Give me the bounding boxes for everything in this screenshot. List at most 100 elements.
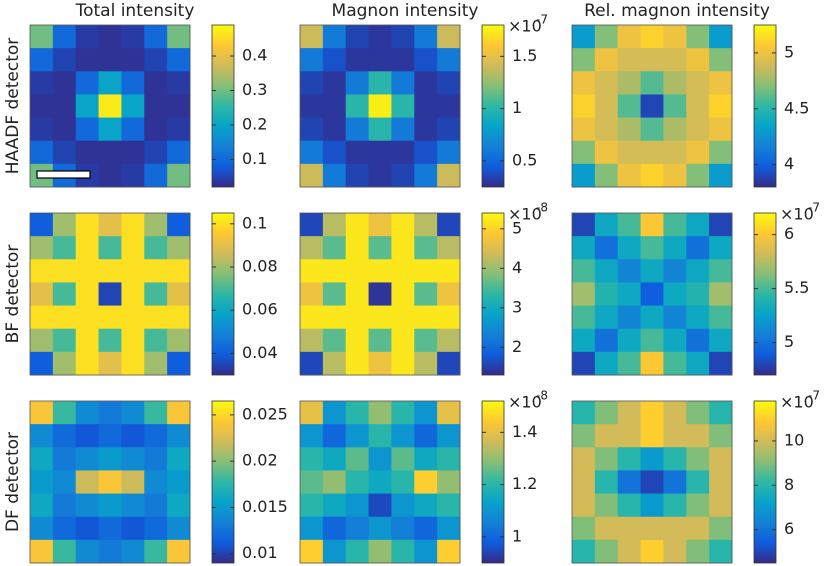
plot-frame — [29, 24, 191, 188]
heatmap-cell — [167, 236, 191, 260]
heatmap-cell — [640, 447, 664, 471]
heatmap-cell — [52, 140, 77, 165]
heatmap-cell — [98, 424, 122, 448]
heatmap-cell — [368, 328, 392, 353]
heatmap-cell — [663, 140, 687, 165]
heatmap-cell — [345, 163, 370, 188]
colorbar — [753, 212, 777, 376]
heatmap-cell — [98, 117, 122, 142]
heatmap-cell — [345, 539, 370, 564]
heatmap-cell — [75, 470, 100, 495]
heatmap-cell — [345, 493, 370, 518]
heatmap-cell — [368, 48, 392, 72]
heatmap-cell — [121, 470, 145, 495]
column-title: Rel. magnon intensity — [584, 1, 770, 21]
heatmap-cell — [437, 328, 461, 353]
heatmap-cell — [391, 424, 415, 448]
heatmap-cell — [640, 117, 664, 142]
plot-frame — [29, 212, 191, 376]
heatmap-cell — [414, 328, 438, 353]
heatmap-cell — [30, 140, 54, 165]
heatmap-cell — [572, 163, 596, 188]
heatmap-cell — [30, 259, 54, 283]
heatmap-cell — [121, 236, 145, 260]
heatmap-cell — [52, 539, 77, 564]
heatmap-cell — [572, 213, 596, 237]
heatmap-cell — [709, 236, 733, 260]
heatmap-cell — [686, 351, 710, 376]
heatmap-cell — [52, 236, 77, 260]
heatmap-cell — [52, 424, 77, 448]
heatmap-cell — [437, 424, 461, 448]
heatmap-cell — [167, 516, 191, 541]
heatmap-cell — [391, 305, 415, 330]
heatmap-cell — [594, 447, 619, 471]
heatmap-cell — [686, 305, 710, 330]
heatmap-cell — [30, 539, 54, 564]
heatmap-cell — [663, 447, 687, 471]
heatmap-cell — [686, 163, 710, 188]
heatmap-cell — [322, 351, 347, 376]
heatmap-cell — [686, 71, 710, 95]
heatmap-cell — [30, 236, 54, 260]
colorbar — [211, 24, 235, 188]
heatmap-cell — [322, 140, 347, 165]
colorbar — [753, 24, 777, 188]
heatmap-cell — [437, 516, 461, 541]
heatmap-cell — [75, 493, 100, 518]
heatmap-cell — [414, 94, 438, 119]
heatmap-cell — [167, 117, 191, 142]
heatmap-cell — [300, 282, 324, 307]
heatmap-cell — [640, 259, 664, 283]
heatmap-cell — [686, 25, 710, 49]
heatmap-cell — [98, 140, 122, 165]
heatmap-cell — [368, 213, 392, 237]
colorbar-tick-label: 5 — [784, 42, 794, 61]
heatmap-cell — [368, 401, 392, 425]
heatmap-cell — [709, 305, 733, 330]
colorbar-tick-label: 0.3 — [242, 80, 267, 99]
heatmap-cell — [640, 213, 664, 237]
heatmap-cell — [121, 117, 145, 142]
heatmap-cell — [414, 140, 438, 165]
colorbar-tick-label: 0.02 — [242, 451, 278, 470]
heatmap-cell — [98, 539, 122, 564]
heatmap-cell — [640, 424, 664, 448]
heatmap-cell — [368, 539, 392, 564]
heatmap-cell — [414, 401, 438, 425]
heatmap-cell — [345, 470, 370, 495]
heatmap-cell — [617, 539, 642, 564]
colorbar-tick-label: 0.4 — [242, 46, 267, 65]
heatmap-cell — [437, 305, 461, 330]
heatmap-cell — [167, 140, 191, 165]
heatmap-cell — [640, 163, 664, 188]
heatmap-cell — [572, 424, 596, 448]
heatmap-cell — [167, 259, 191, 283]
heatmap-cell — [686, 94, 710, 119]
heatmap-cell — [709, 424, 733, 448]
heatmap-cell — [322, 493, 347, 518]
heatmap-cell — [121, 424, 145, 448]
heatmap-cell — [300, 401, 324, 425]
heatmap-cell — [640, 94, 664, 119]
heatmap-cell — [414, 493, 438, 518]
plot-frame — [571, 212, 733, 376]
heatmap-cell — [391, 516, 415, 541]
heatmap-cell — [322, 516, 347, 541]
heatmap-cell — [98, 447, 122, 471]
heatmap-cell — [414, 163, 438, 188]
heatmap-cell — [30, 94, 54, 119]
heatmap-cell — [30, 25, 54, 49]
heatmap-cell — [75, 351, 100, 376]
heatmap-cell — [709, 401, 733, 425]
heatmap-cell — [437, 539, 461, 564]
heatmap-cell — [121, 539, 145, 564]
heatmap-cell — [144, 328, 168, 353]
heatmap-cell — [663, 351, 687, 376]
heatmap-cell — [30, 424, 54, 448]
heatmap-cell — [640, 493, 664, 518]
heatmap-cell — [75, 259, 100, 283]
heatmap-cell — [414, 236, 438, 260]
